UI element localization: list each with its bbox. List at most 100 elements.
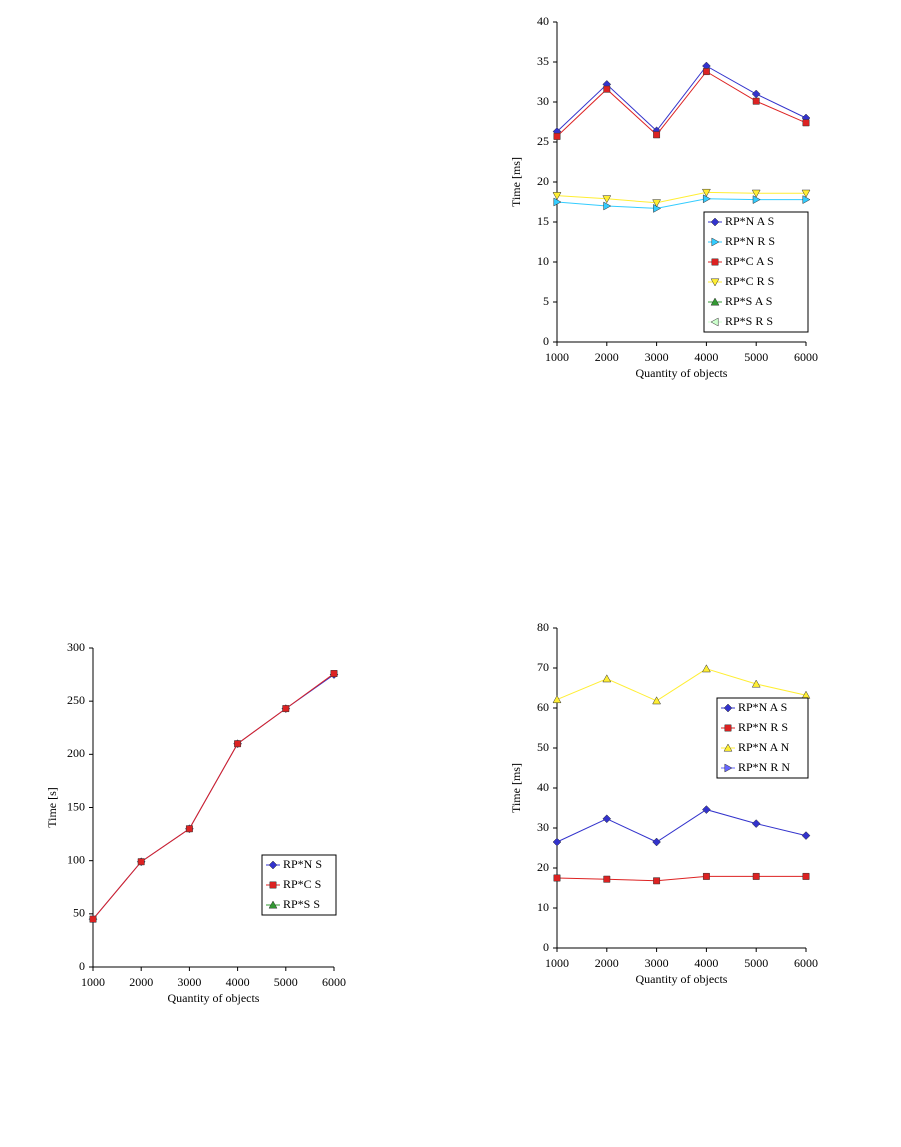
- y-tick-label: 10: [537, 254, 549, 268]
- y-tick-label: 250: [67, 693, 85, 707]
- y-tick-label: 25: [537, 134, 549, 148]
- legend-label: RP*C S: [283, 877, 321, 891]
- x-tick-label: 1000: [545, 956, 569, 970]
- legend-label: RP*N R S: [738, 720, 788, 734]
- x-tick-label: 4000: [226, 975, 250, 989]
- y-tick-label: 70: [537, 660, 549, 674]
- x-tick-label: 3000: [177, 975, 201, 989]
- series-line: [92, 673, 335, 920]
- data-point: [137, 858, 145, 866]
- legend-label: RP*N R S: [725, 234, 775, 248]
- data-point: [701, 664, 711, 673]
- x-axis-label: Quantity of objects: [636, 366, 728, 380]
- data-point: [702, 68, 710, 76]
- y-tick-label: 200: [67, 746, 85, 760]
- y-tick-label: 35: [537, 54, 549, 68]
- data-point: [702, 194, 711, 204]
- legend-marker: [268, 900, 278, 909]
- data-point: [802, 872, 810, 880]
- series-line: [556, 65, 807, 132]
- y-axis-label: Time [ms]: [509, 763, 523, 813]
- x-tick-label: 6000: [322, 975, 346, 989]
- series-line: [556, 191, 806, 204]
- legend-marker: [711, 237, 720, 247]
- data-point: [603, 875, 611, 883]
- legend-marker: [724, 724, 732, 732]
- x-tick-label: 4000: [694, 350, 718, 364]
- y-tick-label: 30: [537, 94, 549, 108]
- legend-label: RP*S R S: [725, 314, 773, 328]
- legend-marker: [711, 258, 719, 266]
- series-line: [556, 198, 806, 209]
- series-line: [556, 875, 806, 882]
- data-point: [751, 819, 761, 828]
- data-point: [751, 89, 761, 99]
- data-point: [801, 189, 811, 198]
- series-line: [556, 70, 807, 137]
- x-tick-label: 3000: [645, 956, 669, 970]
- x-tick-label: 6000: [794, 956, 818, 970]
- y-tick-label: 5: [543, 294, 549, 308]
- legend-label: RP*N A N: [738, 740, 790, 754]
- data-point: [552, 837, 562, 847]
- x-tick-label: 6000: [794, 350, 818, 364]
- x-tick-label: 3000: [645, 350, 669, 364]
- legend-label: RP*S S: [283, 897, 320, 911]
- data-point: [602, 814, 612, 824]
- y-tick-label: 30: [537, 820, 549, 834]
- data-point: [702, 805, 711, 814]
- x-tick-label: 5000: [744, 350, 768, 364]
- y-tick-label: 15: [537, 214, 549, 228]
- series-line: [556, 809, 807, 843]
- y-tick-label: 0: [79, 959, 85, 973]
- y-axis-label: Time [s]: [45, 787, 59, 828]
- data-point: [701, 188, 711, 197]
- y-tick-label: 20: [537, 860, 549, 874]
- x-tick-label: 2000: [595, 956, 619, 970]
- legend-box: [703, 211, 809, 333]
- legend-marker: [269, 881, 277, 889]
- data-point: [653, 877, 661, 885]
- x-axis-label: Quantity of objects: [636, 972, 728, 986]
- x-tick-label: 5000: [744, 956, 768, 970]
- data-point: [802, 195, 811, 205]
- data-point: [653, 131, 661, 139]
- legend-marker: [268, 860, 278, 870]
- data-point: [553, 874, 561, 882]
- x-tick-label: 2000: [129, 975, 153, 989]
- legend-label: RP*N R N: [738, 760, 790, 774]
- legend-marker: [723, 703, 733, 713]
- data-point: [602, 674, 612, 683]
- data-point: [234, 740, 242, 748]
- legend-label: RP*N A S: [738, 700, 787, 714]
- legend-label: RP*N S: [283, 857, 322, 871]
- legend-box: [716, 697, 809, 779]
- data-point: [752, 97, 760, 105]
- data-point: [752, 195, 761, 205]
- legend-label: RP*S A S: [725, 294, 772, 308]
- data-point: [751, 679, 761, 688]
- data-point: [185, 825, 193, 833]
- legend-marker: [724, 763, 733, 773]
- y-tick-label: 50: [73, 906, 85, 920]
- data-point: [652, 837, 661, 847]
- data-point: [752, 872, 760, 880]
- y-tick-label: 40: [537, 780, 549, 794]
- legend-label: RP*C A S: [725, 254, 774, 268]
- x-tick-label: 4000: [694, 956, 718, 970]
- y-tick-label: 60: [537, 700, 549, 714]
- data-point: [89, 915, 97, 923]
- data-point: [603, 85, 611, 93]
- y-tick-label: 80: [537, 620, 549, 634]
- data-point: [603, 201, 612, 211]
- x-axis-label: Quantity of objects: [168, 991, 260, 1005]
- legend-marker: [710, 278, 720, 287]
- y-tick-label: 20: [537, 174, 549, 188]
- y-tick-label: 300: [67, 640, 85, 654]
- data-point: [702, 872, 710, 880]
- legend-marker: [710, 317, 719, 327]
- legend-marker: [710, 297, 720, 306]
- legend-label: RP*N A S: [725, 214, 774, 228]
- y-tick-label: 0: [543, 334, 549, 348]
